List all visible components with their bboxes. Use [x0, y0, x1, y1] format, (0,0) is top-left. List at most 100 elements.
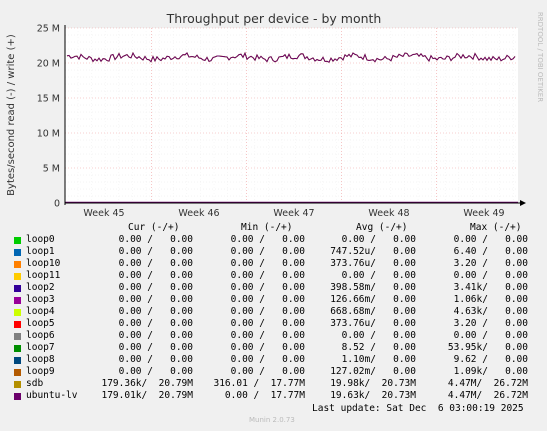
legend-name: loop5: [26, 318, 55, 329]
legend-swatch: [14, 369, 21, 376]
rrdtool-watermark: RRDTOOL / TOBI OETIKER: [536, 12, 544, 102]
grid: [65, 27, 518, 203]
legend-avg: 19.63k/ 20.73M: [330, 390, 416, 401]
legend-name: sdb: [26, 378, 44, 389]
legend-swatch: [14, 309, 21, 316]
legend-min: 0.00 / 0.00: [230, 258, 305, 269]
x-tick-label: Week 45: [83, 208, 124, 219]
legend-avg: 373.76u/ 0.00: [330, 258, 416, 269]
legend-cur: 0.00 / 0.00: [118, 354, 193, 365]
y-tick-label: 15 M: [37, 94, 60, 105]
legend-name: loop6: [26, 330, 55, 341]
legend-min: 0.00 / 0.00: [230, 306, 305, 317]
x-ticks: Week 45 Week 46 Week 47 Week 48 Week 49: [83, 208, 504, 219]
y-axis-label: Bytes/second read (-) / write (+): [6, 34, 17, 196]
legend-name: loop11: [26, 270, 61, 281]
y-tick-label: 5 M: [43, 164, 60, 175]
y-tick-label: 25 M: [37, 24, 60, 35]
y-tick-label: 20 M: [37, 59, 60, 70]
legend-max: 1.06k/ 0.00: [453, 294, 528, 305]
legend-name: loop3: [26, 294, 55, 305]
legend-name: loop9: [26, 366, 55, 377]
legend-swatch: [14, 249, 21, 256]
legend-cur: 0.00 / 0.00: [118, 282, 193, 293]
legend-max: 3.20 / 0.00: [453, 258, 528, 269]
x-axis-arrow-icon: [520, 200, 526, 206]
legend-swatch: [14, 297, 21, 304]
header-cur: Cur (-/+): [128, 222, 180, 233]
y-tick-label: 0: [54, 199, 60, 210]
legend-swatch: [14, 357, 21, 364]
legend-avg: 19.98k/ 20.73M: [330, 378, 416, 389]
legend-name: loop8: [26, 354, 55, 365]
x-tick-label: Week 48: [368, 208, 409, 219]
legend-min: 0.00 / 0.00: [230, 330, 305, 341]
legend-min: 0.00 / 0.00: [230, 318, 305, 329]
legend-name: loop1: [26, 246, 55, 257]
legend-cur: 0.00 / 0.00: [118, 330, 193, 341]
legend-cur: 0.00 / 0.00: [118, 366, 193, 377]
legend-max: 3.41k/ 0.00: [453, 282, 528, 293]
legend-avg: 398.58m/ 0.00: [330, 282, 416, 293]
legend-min: 0.00 / 0.00: [230, 354, 305, 365]
legend-avg: 127.02m/ 0.00: [330, 366, 416, 377]
legend-cur: 0.00 / 0.00: [118, 234, 193, 245]
legend-max: 6.40 / 0.00: [453, 246, 528, 257]
legend-min: 316.01 / 17.77M: [213, 378, 305, 389]
legend-name: ubuntu-lv: [26, 390, 78, 401]
legend-max: 1.09k/ 0.00: [453, 366, 528, 377]
legend-name: loop7: [26, 342, 55, 353]
legend-name: loop2: [26, 282, 55, 293]
legend-swatch: [14, 345, 21, 352]
legend-avg: 373.76u/ 0.00: [330, 318, 416, 329]
legend-avg: 8.52 / 0.00: [341, 342, 416, 353]
legend-max: 3.20 / 0.00: [453, 318, 528, 329]
legend-min: 0.00 / 0.00: [230, 246, 305, 257]
x-tick-label: Week 46: [178, 208, 219, 219]
legend-swatch: [14, 261, 21, 268]
plot-area: [65, 28, 518, 203]
legend-max: 0.00 / 0.00: [453, 270, 528, 281]
legend-name: loop0: [26, 234, 55, 245]
legend-avg: 0.00 / 0.00: [341, 234, 416, 245]
legend-avg: 126.66m/ 0.00: [330, 294, 416, 305]
legend-max: 4.47M/ 26.72M: [447, 390, 528, 401]
legend-max: 0.00 / 0.00: [453, 330, 528, 341]
legend-max: 4.47M/ 26.72M: [447, 378, 528, 389]
legend-cur: 0.00 / 0.00: [118, 318, 193, 329]
legend-min: 0.00 / 0.00: [230, 366, 305, 377]
legend-avg: 0.00 / 0.00: [341, 270, 416, 281]
legend-avg: 0.00 / 0.00: [341, 330, 416, 341]
legend-cur: 0.00 / 0.00: [118, 294, 193, 305]
legend-swatch: [14, 237, 21, 244]
header-min: Min (-/+): [241, 222, 293, 233]
legend-swatch: [14, 381, 21, 388]
legend-avg: 1.10m/ 0.00: [341, 354, 416, 365]
x-tick-label: Week 49: [463, 208, 504, 219]
legend-cur: 0.00 / 0.00: [118, 246, 193, 257]
series-line-ubuntu-lv: [66, 51, 516, 63]
legend-min: 0.00 / 0.00: [230, 282, 305, 293]
munin-version: Munin 2.0.73: [249, 416, 295, 424]
legend-swatch: [14, 393, 21, 400]
chart-title: Throughput per device - by month: [166, 11, 382, 26]
header-avg: Avg (-/+): [356, 222, 408, 233]
legend-max: 0.00 / 0.00: [453, 234, 528, 245]
legend-max: 4.63k/ 0.00: [453, 306, 528, 317]
legend-min: 0.00 / 0.00: [230, 294, 305, 305]
legend-cur: 179.36k/ 20.79M: [101, 378, 193, 389]
legend-max: 53.95k/ 0.00: [447, 342, 528, 353]
legend-min: 0.00 / 17.77M: [224, 390, 305, 401]
legend-cur: 0.00 / 0.00: [118, 258, 193, 269]
legend-name: loop4: [26, 306, 55, 317]
header-max: Max (-/+): [470, 222, 522, 233]
y-tick-label: 10 M: [37, 129, 60, 140]
legend-swatch: [14, 273, 21, 280]
legend-swatch: [14, 333, 21, 340]
last-update: Last update: Sat Dec 6 03:00:19 2025: [312, 403, 524, 414]
legend-cur: 0.00 / 0.00: [118, 306, 193, 317]
x-tick-label: Week 47: [273, 208, 314, 219]
legend-min: 0.00 / 0.00: [230, 270, 305, 281]
